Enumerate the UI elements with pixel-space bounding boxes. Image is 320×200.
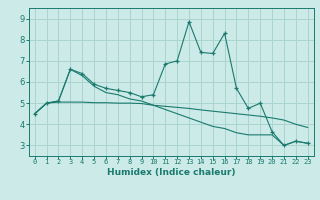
X-axis label: Humidex (Indice chaleur): Humidex (Indice chaleur) bbox=[107, 168, 236, 177]
